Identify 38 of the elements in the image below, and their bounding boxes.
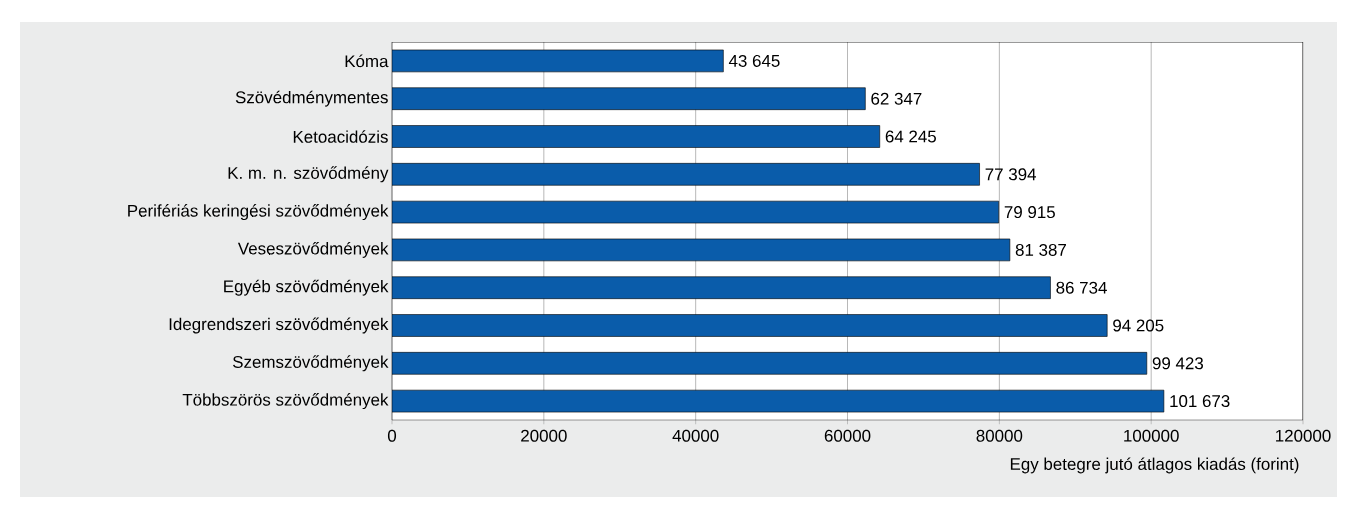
y-tick-label: Egyéb szövődmények — [224, 279, 389, 296]
bar — [392, 87, 866, 110]
data-label: 94 205 — [1113, 319, 1164, 332]
x-tick-label: 0 — [387, 429, 397, 442]
x-tick-label: 80000 — [976, 429, 1023, 442]
y-tick-label: Szemszövődmények — [232, 355, 389, 372]
data-label: 64 245 — [885, 130, 936, 143]
bar — [392, 238, 1011, 262]
data-label: 77 394 — [985, 168, 1037, 181]
bar — [392, 125, 881, 148]
y-tick-label: Veseszövődmények — [237, 241, 389, 258]
bar — [392, 49, 724, 73]
bar — [392, 276, 1051, 299]
y-tick-label: Többszörös szövődmények — [182, 393, 389, 410]
y-tick-label: Ketoacidózis — [293, 130, 388, 143]
bar — [392, 352, 1148, 375]
data-label: 79 915 — [1004, 206, 1055, 219]
x-axis-title: Egy betegre jutó átlagos kiadás (forint) — [1010, 457, 1299, 474]
y-tick-label: Perifériás keringési szövődmények — [128, 204, 389, 221]
bar — [392, 200, 999, 224]
y-tick-label: Szövédménymentes — [235, 90, 388, 107]
x-tick-label: 120000 — [1276, 429, 1331, 442]
x-tick-label: 20000 — [521, 429, 567, 442]
data-label: 86 734 — [1056, 281, 1107, 294]
x-tick-label: 40000 — [672, 429, 719, 442]
x-tick-label: 60000 — [824, 429, 871, 442]
y-tick-label: Idegrendszeri szövődmények — [169, 317, 389, 334]
y-tick-label: Kóma — [345, 54, 389, 68]
data-label: 43 645 — [728, 54, 780, 67]
data-label: 99 423 — [1152, 357, 1204, 370]
bar — [392, 314, 1108, 337]
bar — [392, 389, 1165, 413]
data-label: 81 387 — [1015, 243, 1066, 256]
bar — [392, 163, 980, 186]
data-label: 62 347 — [871, 92, 922, 105]
data-label: 101 673 — [1170, 395, 1230, 408]
y-tick-label: K. m. n. szövődmény — [228, 166, 389, 183]
x-tick-label: 100000 — [1124, 429, 1179, 442]
